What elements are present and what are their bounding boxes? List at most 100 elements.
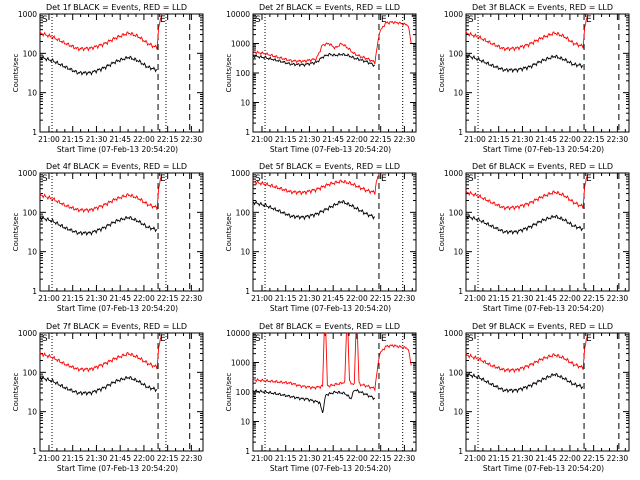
y-tick-label: 1000 <box>231 169 250 178</box>
x-tick-label: 21:15 <box>62 454 84 463</box>
x-tick-label: 21:30 <box>512 454 534 463</box>
x-tick-label: 21:45 <box>322 135 344 144</box>
y-tick-label: 10000 <box>226 10 250 19</box>
y-tick-label: 100 <box>236 388 251 397</box>
y-axis-label: Counts/sec <box>225 54 233 93</box>
x-tick-label: 21:45 <box>535 454 557 463</box>
x-tick-label: 22:30 <box>394 454 416 463</box>
y-tick-label: 10 <box>240 248 250 257</box>
x-tick-label: 21:00 <box>38 294 60 303</box>
series-line-events <box>39 375 158 397</box>
plot-frame <box>252 172 417 292</box>
y-tick-label: 100 <box>23 208 38 217</box>
x-tick-label: 21:15 <box>488 454 510 463</box>
plot-frame <box>252 13 417 133</box>
x-tick-label: 22:15 <box>157 454 179 463</box>
series-line-lld <box>252 172 381 196</box>
y-tick-label: 1 <box>32 128 37 137</box>
y-tick-label: 1000 <box>18 329 37 338</box>
series-line-events <box>252 52 376 68</box>
y-tick-label: 10 <box>240 418 250 427</box>
panel-6: Det 6f BLACK = Events, RED = LLD 1 10 100 10… <box>438 162 630 313</box>
x-tick-label: 21:30 <box>512 135 534 144</box>
x-tick-label: 21:45 <box>109 135 131 144</box>
x-tick-label: 22:30 <box>607 294 629 303</box>
y-tick-label: 1 <box>458 287 463 296</box>
series-line-lld <box>252 20 412 65</box>
y-tick-label: 100 <box>236 69 251 78</box>
x-tick-label: 21:00 <box>464 454 486 463</box>
y-tick-label: 1 <box>458 447 463 456</box>
start-marker: S <box>42 334 48 344</box>
x-tick-label: 21:15 <box>62 294 84 303</box>
end-marker: E <box>160 15 166 25</box>
x-tick-label: 22:30 <box>394 135 416 144</box>
x-tick-label: 21:30 <box>512 294 534 303</box>
start-marker: S <box>468 15 474 25</box>
series-line-lld <box>465 332 589 374</box>
series-line-events <box>252 199 376 221</box>
x-tick-label: 21:30 <box>86 294 108 303</box>
series-line-lld <box>39 172 163 214</box>
x-tick-label: 21:30 <box>86 454 108 463</box>
x-tick-label: 22:15 <box>370 454 392 463</box>
series-line-events <box>252 388 376 414</box>
y-tick-label: 1000 <box>18 169 37 178</box>
y-tick-label: 1000 <box>18 10 37 19</box>
x-axis-label: Start Time (07-Feb-13 20:54:20) <box>483 304 604 313</box>
y-tick-label: 1 <box>458 128 463 137</box>
panel-8: Det 8f BLACK = Events, RED = LLD 1 10 100 10… <box>225 322 417 473</box>
start-marker: S <box>42 15 48 25</box>
y-axis-label: Counts/sec <box>12 54 20 93</box>
x-tick-label: 22:00 <box>559 454 581 463</box>
x-axis-label: Start Time (07-Feb-13 20:54:20) <box>270 304 391 313</box>
x-tick-label: 22:15 <box>583 294 605 303</box>
x-tick-label: 22:00 <box>133 294 155 303</box>
x-tick-label: 21:45 <box>109 294 131 303</box>
x-tick-label: 22:00 <box>559 294 581 303</box>
series-line-events <box>465 53 584 74</box>
x-tick-label: 21:00 <box>251 135 273 144</box>
x-tick-label: 22:15 <box>157 135 179 144</box>
x-axis-label: Start Time (07-Feb-13 20:54:20) <box>483 464 604 473</box>
panel-title: Det 3f BLACK = Events, RED = LLD <box>472 3 613 12</box>
x-axis-label: Start Time (07-Feb-13 20:54:20) <box>483 145 604 154</box>
y-tick-label: 1000 <box>231 40 250 49</box>
x-tick-label: 21:45 <box>322 454 344 463</box>
x-tick-label: 21:30 <box>86 135 108 144</box>
start-marker: S <box>255 174 261 184</box>
x-tick-label: 21:15 <box>488 294 510 303</box>
x-tick-label: 22:00 <box>346 454 368 463</box>
x-tick-label: 22:30 <box>181 294 203 303</box>
x-tick-label: 21:15 <box>275 294 297 303</box>
y-tick-label: 1000 <box>444 10 463 19</box>
y-tick-label: 100 <box>449 368 464 377</box>
x-tick-label: 21:45 <box>109 454 131 463</box>
x-tick-label: 22:00 <box>133 135 155 144</box>
x-axis-label: Start Time (07-Feb-13 20:54:20) <box>270 464 391 473</box>
y-tick-label: 10 <box>453 89 463 98</box>
x-tick-label: 21:45 <box>535 135 557 144</box>
x-tick-label: 22:15 <box>157 294 179 303</box>
series-line-lld <box>39 332 163 373</box>
y-axis-label: Counts/sec <box>12 213 20 252</box>
series-line-events <box>465 372 584 394</box>
panel-title: Det 5f BLACK = Events, RED = LLD <box>259 162 400 171</box>
panel-2: Det 2f BLACK = Events, RED = LLD 1 10 100 10… <box>225 3 417 154</box>
x-tick-label: 22:15 <box>370 294 392 303</box>
y-axis-label: Counts/sec <box>438 54 446 93</box>
panel-9: Det 9f BLACK = Events, RED = LLD 1 10 100 10… <box>438 322 630 473</box>
end-marker: E <box>160 334 166 344</box>
y-tick-label: 10 <box>240 99 250 108</box>
start-marker: S <box>42 174 48 184</box>
end-marker: E <box>586 334 592 344</box>
panel-title: Det 1f BLACK = Events, RED = LLD <box>46 3 187 12</box>
y-tick-label: 100 <box>449 208 464 217</box>
x-tick-label: 21:00 <box>38 454 60 463</box>
x-tick-label: 21:15 <box>62 135 84 144</box>
y-tick-label: 1 <box>245 128 250 137</box>
panel-title: Det 8f BLACK = Events, RED = LLD <box>259 322 400 331</box>
x-tick-label: 21:00 <box>251 294 273 303</box>
x-tick-label: 21:00 <box>38 135 60 144</box>
start-marker: S <box>468 174 474 184</box>
